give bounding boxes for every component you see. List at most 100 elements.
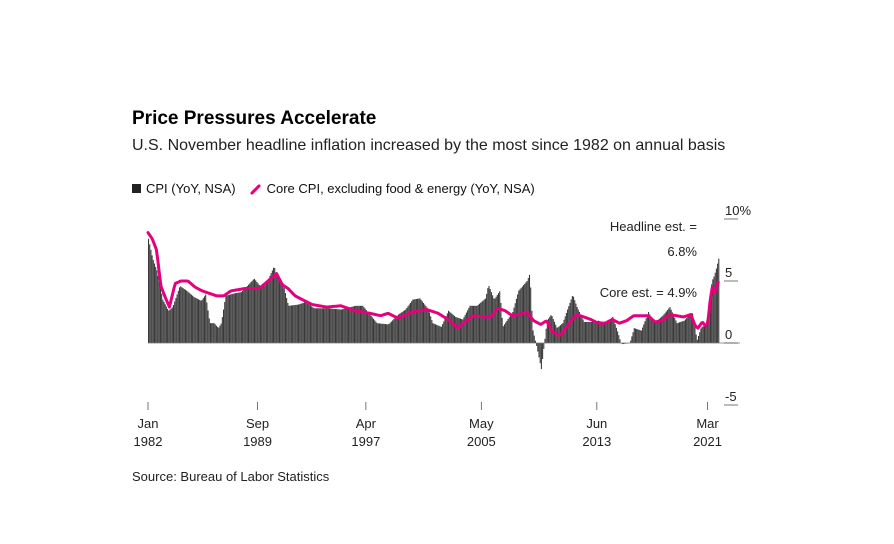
y-tick-label: 10% bbox=[725, 203, 751, 218]
cpi-bar bbox=[662, 315, 664, 343]
cpi-bar bbox=[537, 343, 539, 352]
cpi-bar bbox=[574, 300, 576, 343]
cpi-bar bbox=[539, 343, 541, 364]
cpi-bar bbox=[488, 285, 490, 343]
cpi-bar bbox=[643, 324, 645, 343]
cpi-bar bbox=[287, 302, 289, 343]
cpi-bar bbox=[262, 284, 264, 343]
cpi-bar bbox=[611, 317, 613, 343]
cpi-bar bbox=[171, 307, 173, 343]
cpi-bar bbox=[351, 306, 353, 343]
cpi-bar bbox=[502, 326, 504, 343]
cpi-bar bbox=[538, 343, 540, 358]
cpi-bar bbox=[663, 314, 665, 343]
cpi-bar bbox=[480, 302, 482, 343]
cpi-bar bbox=[599, 321, 601, 343]
cpi-bar bbox=[588, 321, 590, 343]
cpi-bar bbox=[657, 319, 659, 343]
cpi-bar bbox=[386, 324, 388, 343]
cpi-bar bbox=[263, 283, 265, 343]
cpi-bar bbox=[265, 282, 267, 343]
cpi-bar bbox=[212, 323, 214, 343]
cpi-bar bbox=[421, 301, 423, 343]
cpi-bar bbox=[684, 319, 686, 343]
cpi-bar bbox=[673, 315, 675, 343]
cpi-bar bbox=[161, 293, 163, 343]
cpi-bar bbox=[340, 309, 342, 343]
cpi-bar bbox=[315, 308, 317, 343]
cpi-bar bbox=[607, 321, 609, 343]
cpi-bar bbox=[631, 336, 633, 343]
cpi-bar bbox=[614, 324, 616, 343]
x-tick-year-label: 1997 bbox=[351, 434, 380, 449]
cpi-bar bbox=[177, 290, 179, 343]
cpi-bar bbox=[633, 328, 635, 343]
cpi-bar bbox=[307, 303, 309, 343]
cpi-bar bbox=[695, 334, 697, 343]
cpi-bar bbox=[377, 323, 379, 343]
x-tick-year-label: 1982 bbox=[134, 434, 163, 449]
cpi-bar bbox=[363, 307, 365, 343]
cpi-bar bbox=[456, 317, 458, 343]
cpi-bar bbox=[217, 327, 219, 343]
x-tick-month-label: May bbox=[469, 416, 494, 431]
cpi-bar bbox=[293, 305, 295, 343]
cpi-bar bbox=[401, 312, 403, 343]
cpi-bar bbox=[338, 309, 340, 343]
cpi-bar bbox=[388, 323, 390, 343]
cpi-bar bbox=[701, 326, 703, 343]
cpi-bar bbox=[274, 267, 276, 343]
cpi-bar bbox=[493, 298, 495, 343]
cpi-bar bbox=[299, 304, 301, 343]
cpi-bar bbox=[319, 308, 321, 343]
cpi-bar bbox=[183, 288, 185, 343]
cpi-bar bbox=[169, 309, 171, 343]
cpi-bar bbox=[586, 321, 588, 343]
cpi-bar bbox=[545, 328, 547, 343]
cpi-bar bbox=[540, 343, 542, 370]
cpi-bar bbox=[264, 283, 266, 343]
cpi-bar bbox=[436, 324, 438, 343]
y-tick-label: 5 bbox=[725, 265, 732, 280]
cpi-bar bbox=[444, 318, 446, 343]
cpi-bar bbox=[286, 297, 288, 343]
cpi-bar bbox=[690, 313, 692, 343]
cpi-bar bbox=[461, 319, 463, 343]
cpi-bar bbox=[687, 316, 689, 343]
cpi-bar bbox=[328, 308, 331, 343]
cpi-bar bbox=[515, 298, 517, 343]
cpi-bar bbox=[439, 326, 441, 343]
cpi-bar bbox=[650, 316, 652, 343]
cpi-bar bbox=[164, 304, 166, 343]
cpi-bar bbox=[339, 309, 341, 343]
cpi-bar bbox=[658, 318, 660, 343]
cpi-bar bbox=[688, 315, 690, 343]
cpi-bar bbox=[603, 322, 606, 343]
cpi-bar bbox=[196, 298, 198, 343]
cpi-bar bbox=[355, 305, 357, 343]
cpi-bar bbox=[394, 318, 396, 343]
cpi-bar bbox=[578, 312, 581, 343]
cpi-bar bbox=[693, 319, 695, 343]
cpi-bar bbox=[155, 266, 157, 343]
cpi-bar bbox=[594, 321, 596, 343]
cpi-bar bbox=[683, 320, 685, 343]
cpi-bar bbox=[457, 317, 459, 343]
cpi-bar bbox=[251, 280, 253, 343]
cpi-bar bbox=[507, 319, 509, 343]
cpi-bar bbox=[689, 314, 691, 343]
cpi-bar bbox=[653, 322, 656, 343]
legend-label-cpi: CPI (YoY, NSA) bbox=[146, 181, 236, 196]
cpi-bar bbox=[200, 300, 202, 343]
cpi-bar bbox=[300, 303, 302, 343]
cpi-bar bbox=[181, 287, 183, 343]
legend-item-cpi: CPI (YoY, NSA) bbox=[132, 181, 236, 196]
cpi-bar bbox=[225, 295, 227, 343]
cpi-bar bbox=[606, 322, 608, 343]
cpi-bar bbox=[303, 302, 306, 343]
cpi-bar bbox=[194, 297, 196, 343]
cpi-bar bbox=[326, 308, 328, 343]
cpi-bar bbox=[699, 332, 701, 343]
cpi-bar bbox=[317, 308, 319, 343]
